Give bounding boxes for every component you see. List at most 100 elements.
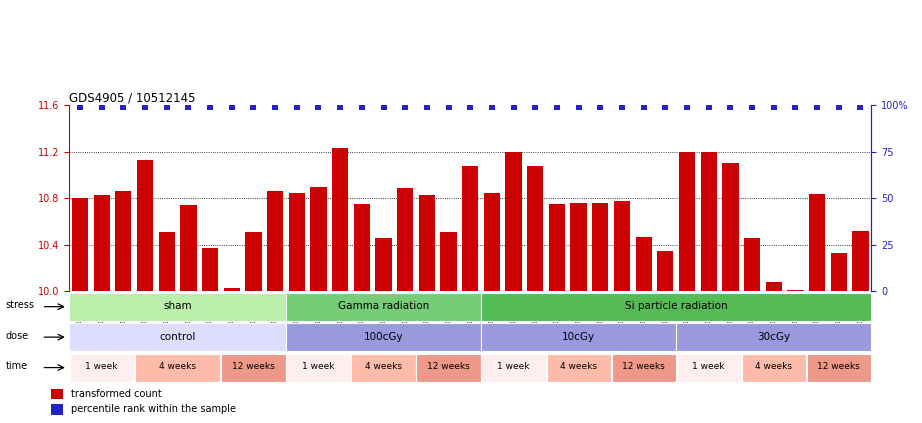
Bar — [679, 152, 695, 291]
Point — [550, 104, 564, 110]
Bar — [115, 191, 132, 291]
Bar — [807, 354, 871, 382]
Bar — [202, 248, 219, 291]
Point — [160, 104, 174, 110]
Bar — [311, 187, 326, 291]
Text: stress: stress — [6, 300, 34, 310]
Point — [333, 104, 348, 110]
Bar — [419, 195, 435, 291]
Text: 1 week: 1 week — [692, 363, 725, 371]
Bar — [136, 160, 153, 291]
Text: 12 weeks: 12 weeks — [427, 363, 470, 371]
Bar — [332, 148, 349, 291]
Point — [181, 104, 195, 110]
Bar — [351, 354, 416, 382]
Text: 30cGy: 30cGy — [757, 332, 790, 341]
Point — [73, 104, 88, 110]
Point — [441, 104, 455, 110]
Text: GDS4905 / 10512145: GDS4905 / 10512145 — [69, 91, 195, 104]
Bar — [744, 238, 760, 291]
Text: dose: dose — [6, 331, 29, 341]
Point — [723, 104, 738, 110]
Bar — [765, 282, 782, 291]
Point — [680, 104, 694, 110]
Text: Si particle radiation: Si particle radiation — [625, 301, 727, 311]
Bar — [614, 201, 630, 291]
Text: sham: sham — [163, 301, 192, 311]
Bar — [287, 354, 350, 382]
Bar — [809, 194, 825, 291]
Point — [137, 104, 152, 110]
Point — [658, 104, 673, 110]
Bar — [481, 323, 676, 351]
Bar — [722, 163, 739, 291]
Point — [528, 104, 543, 110]
Point — [290, 104, 304, 110]
Bar — [657, 251, 673, 291]
Text: 100cGy: 100cGy — [363, 332, 403, 341]
Text: 4 weeks: 4 weeks — [755, 363, 792, 371]
Point — [94, 104, 109, 110]
Bar — [701, 152, 716, 291]
Text: 1 week: 1 week — [302, 363, 335, 371]
Bar — [484, 192, 500, 291]
Bar — [505, 152, 522, 291]
Point — [203, 104, 218, 110]
Text: percentile rank within the sample: percentile rank within the sample — [72, 404, 236, 415]
Bar — [93, 195, 110, 291]
Bar — [481, 293, 871, 321]
Bar — [69, 323, 286, 351]
Bar — [159, 232, 175, 291]
Bar — [549, 204, 565, 291]
Point — [420, 104, 434, 110]
Point — [636, 104, 651, 110]
Bar — [677, 354, 740, 382]
Bar — [527, 166, 543, 291]
Point — [572, 104, 586, 110]
Point — [224, 104, 239, 110]
Point — [246, 104, 261, 110]
Text: Gamma radiation: Gamma radiation — [337, 301, 429, 311]
Text: 12 weeks: 12 weeks — [818, 363, 860, 371]
Point — [766, 104, 781, 110]
Bar — [51, 404, 63, 415]
Bar — [592, 203, 609, 291]
Bar — [51, 389, 63, 399]
Text: 12 weeks: 12 weeks — [232, 363, 275, 371]
Bar — [852, 231, 869, 291]
Bar — [289, 192, 305, 291]
Text: time: time — [6, 361, 28, 371]
Text: control: control — [160, 332, 195, 341]
Point — [311, 104, 325, 110]
Point — [745, 104, 760, 110]
Bar — [571, 203, 586, 291]
Point — [354, 104, 369, 110]
Bar — [787, 290, 804, 291]
Text: 1 week: 1 week — [86, 363, 118, 371]
Text: 10cGy: 10cGy — [562, 332, 596, 341]
Bar — [611, 354, 676, 382]
Bar — [181, 205, 196, 291]
Bar — [286, 293, 481, 321]
Bar — [397, 188, 413, 291]
Bar — [441, 232, 456, 291]
Point — [485, 104, 500, 110]
Point — [267, 104, 282, 110]
Text: transformed count: transformed count — [72, 389, 162, 399]
Point — [832, 104, 846, 110]
Bar — [375, 238, 392, 291]
Bar — [547, 354, 610, 382]
Bar — [224, 288, 240, 291]
Point — [702, 104, 716, 110]
Point — [116, 104, 131, 110]
Bar — [481, 354, 546, 382]
Bar — [635, 237, 652, 291]
Text: 4 weeks: 4 weeks — [561, 363, 597, 371]
Point — [810, 104, 824, 110]
Text: 12 weeks: 12 weeks — [622, 363, 665, 371]
Text: 4 weeks: 4 weeks — [160, 363, 196, 371]
Text: 1 week: 1 week — [497, 363, 530, 371]
Bar — [69, 293, 286, 321]
Bar — [354, 204, 370, 291]
Bar — [245, 232, 262, 291]
